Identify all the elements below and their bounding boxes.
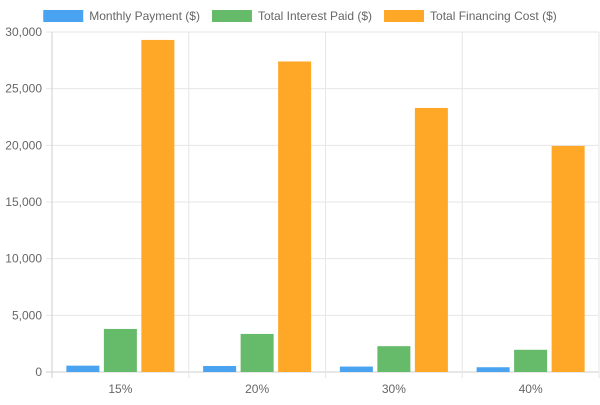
y-tick-label: 15,000 bbox=[5, 195, 42, 209]
gridlines bbox=[46, 31, 600, 378]
y-axis: 0 5,000 10,000 15,000 20,000 25,000 30,000 bbox=[5, 25, 42, 379]
y-tick-label: 30,000 bbox=[5, 25, 42, 39]
bar bbox=[141, 39, 175, 372]
x-tick-label: 30% bbox=[382, 382, 406, 396]
y-tick-label: 10,000 bbox=[5, 252, 42, 266]
legend: Monthly Payment ($) Total Interest Paid (… bbox=[43, 9, 557, 23]
bar bbox=[514, 349, 548, 372]
bar bbox=[476, 367, 510, 372]
bar bbox=[377, 346, 411, 372]
bar bbox=[240, 333, 274, 372]
bar bbox=[278, 61, 312, 372]
x-tick-label: 20% bbox=[245, 382, 269, 396]
legend-swatch bbox=[211, 10, 252, 22]
x-tick-label: 15% bbox=[108, 382, 132, 396]
bars bbox=[66, 39, 585, 372]
legend-label: Monthly Payment ($) bbox=[89, 9, 200, 23]
bar bbox=[339, 366, 373, 372]
bar bbox=[551, 145, 585, 372]
bar bbox=[103, 328, 137, 372]
bar bbox=[66, 365, 100, 372]
legend-swatch bbox=[43, 10, 84, 22]
bar bbox=[203, 365, 237, 372]
legend-swatch bbox=[384, 10, 425, 22]
y-tick-label: 5,000 bbox=[12, 308, 42, 322]
legend-label: Total Financing Cost ($) bbox=[430, 9, 557, 23]
x-tick-label: 40% bbox=[519, 382, 543, 396]
legend-label: Total Interest Paid ($) bbox=[258, 9, 372, 23]
x-axis: 15% 20% 30% 40% bbox=[108, 382, 543, 396]
y-tick-label: 0 bbox=[35, 365, 42, 379]
y-tick-label: 20,000 bbox=[5, 138, 42, 152]
bar bbox=[414, 107, 448, 372]
y-tick-label: 25,000 bbox=[5, 82, 42, 96]
